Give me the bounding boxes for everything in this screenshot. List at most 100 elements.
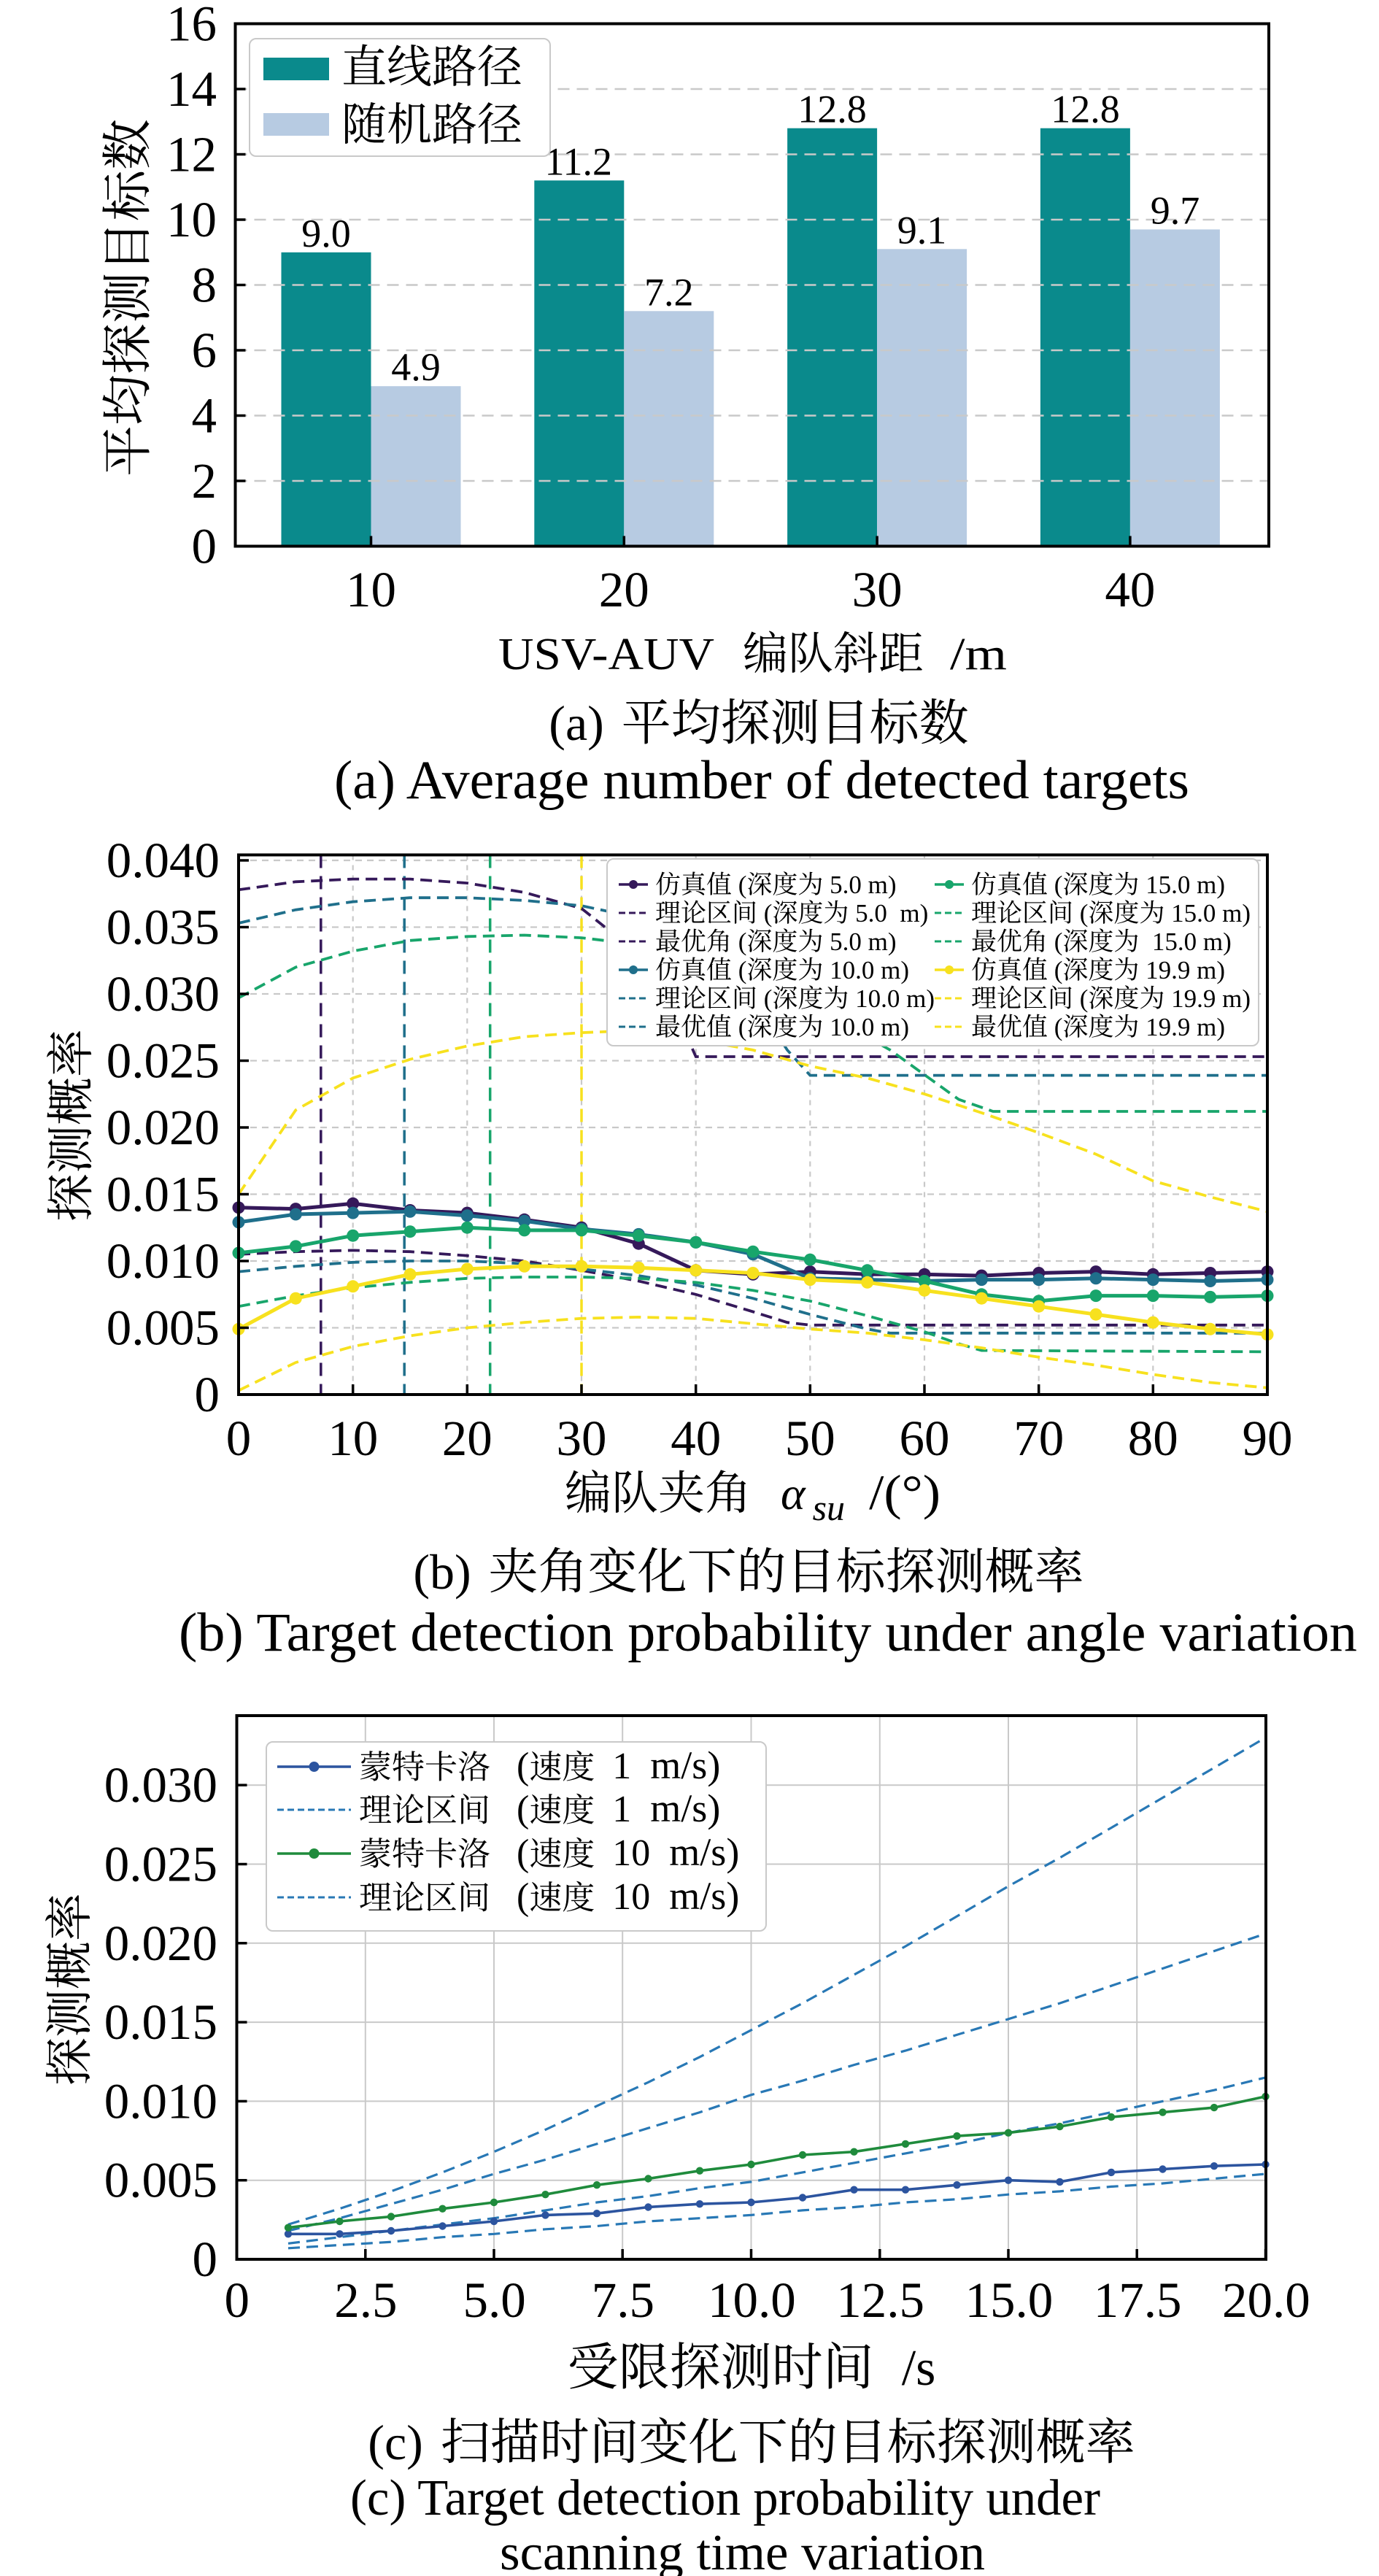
svg-text:(: ( (1048, 1013, 1062, 1041)
svg-text:(c): (c) (368, 2415, 422, 2470)
svg-text:19.9 m): 19.9 m) (1139, 956, 1225, 984)
svg-text:/(°): /(°) (869, 1465, 940, 1520)
svg-text:(a) Average number of detected: (a) Average number of detected targets (334, 750, 1189, 811)
svg-text:10.0 m): 10.0 m) (823, 1013, 909, 1041)
svg-text:5.0 m): 5.0 m) (849, 899, 928, 928)
svg-text:4.9: 4.9 (391, 345, 441, 389)
svg-text:0.020: 0.020 (107, 1100, 220, 1155)
svg-text:(: ( (1048, 871, 1062, 899)
svg-text:60: 60 (900, 1411, 950, 1466)
svg-text:10.0 m): 10.0 m) (823, 956, 909, 984)
svg-text:9.1: 9.1 (897, 208, 947, 252)
svg-text:2.5: 2.5 (334, 2272, 397, 2328)
svg-text:15.0 m): 15.0 m) (1139, 871, 1225, 899)
svg-text:m/s): m/s) (669, 1830, 739, 1874)
svg-text:0: 0 (195, 1367, 220, 1422)
svg-text:14: 14 (166, 61, 217, 117)
svg-text:m/s): m/s) (669, 1874, 739, 1918)
svg-text:40: 40 (1105, 562, 1155, 617)
svg-text:(: ( (732, 871, 746, 899)
svg-text:(a): (a) (549, 695, 603, 751)
svg-text:0.030: 0.030 (107, 966, 220, 1022)
svg-text:/m: /m (950, 630, 1007, 679)
svg-text:7.5: 7.5 (592, 2272, 654, 2328)
svg-text:10: 10 (612, 1876, 650, 1918)
svg-text:15.0: 15.0 (965, 2272, 1054, 2328)
svg-text:17.5: 17.5 (1094, 2272, 1182, 2328)
svg-text:30: 30 (557, 1411, 607, 1466)
svg-text:20: 20 (442, 1411, 492, 1466)
svg-text:0.020: 0.020 (104, 1916, 217, 1971)
svg-text:12.8: 12.8 (797, 88, 867, 131)
svg-text:12.5: 12.5 (836, 2272, 924, 2328)
svg-text:10: 10 (346, 562, 396, 617)
svg-text:7.2: 7.2 (644, 270, 694, 314)
svg-text:(: ( (517, 1832, 529, 1874)
svg-text:1: 1 (612, 1746, 631, 1787)
svg-text:m/s): m/s) (650, 1743, 720, 1787)
svg-text:0: 0 (192, 519, 217, 574)
svg-text:(: ( (1073, 984, 1088, 1013)
svg-text:5.0: 5.0 (463, 2272, 526, 2328)
svg-text:10.0 m): 10.0 m) (849, 984, 935, 1013)
svg-text:(b): (b) (413, 1544, 471, 1600)
svg-text:0.030: 0.030 (104, 1757, 217, 1813)
svg-text:12.8: 12.8 (1051, 88, 1120, 131)
svg-text:0.015: 0.015 (104, 1994, 217, 2050)
svg-text:8: 8 (192, 258, 217, 313)
svg-text:(: ( (1073, 899, 1088, 928)
svg-text:90: 90 (1243, 1411, 1293, 1466)
svg-text:10: 10 (612, 1832, 650, 1874)
svg-text:(: ( (1048, 956, 1062, 984)
svg-text:m/s): m/s) (650, 1786, 720, 1830)
svg-text:(c) Target detection probabili: (c) Target detection probability under (350, 2470, 1100, 2526)
svg-text:0.010: 0.010 (104, 2073, 217, 2129)
svg-text:0.005: 0.005 (107, 1300, 220, 1356)
svg-text:0: 0 (225, 2272, 250, 2328)
svg-text:9.0: 9.0 (301, 212, 351, 255)
svg-text:0.005: 0.005 (104, 2153, 217, 2208)
svg-text:scanning time variation: scanning time variation (500, 2525, 985, 2576)
svg-text:USV-AUV: USV-AUV (498, 630, 714, 679)
svg-text:0: 0 (193, 2232, 218, 2287)
svg-text:0.025: 0.025 (107, 1033, 220, 1089)
svg-text:α: α (781, 1468, 806, 1519)
svg-text:0: 0 (226, 1411, 252, 1466)
svg-text:5.0 m): 5.0 m) (823, 871, 896, 899)
svg-text:20: 20 (599, 562, 649, 617)
svg-text:su: su (813, 1487, 845, 1528)
svg-text:(: ( (517, 1746, 529, 1787)
svg-text:19.9 m): 19.9 m) (1139, 1013, 1225, 1041)
svg-text:2: 2 (192, 453, 217, 509)
svg-text:0.010: 0.010 (107, 1233, 220, 1289)
svg-text:4: 4 (192, 388, 217, 444)
svg-text:50: 50 (785, 1411, 835, 1466)
svg-text:(: ( (517, 1789, 529, 1830)
svg-text:12: 12 (166, 127, 217, 182)
svg-text:1: 1 (612, 1789, 631, 1830)
svg-text:(: ( (757, 984, 772, 1013)
svg-text:0.035: 0.035 (107, 900, 220, 955)
svg-text:(: ( (732, 928, 746, 956)
svg-text:(: ( (732, 1013, 746, 1041)
svg-text:15.0 m): 15.0 m) (1164, 899, 1251, 928)
svg-text:6: 6 (192, 323, 217, 378)
svg-text:15.0 m): 15.0 m) (1139, 928, 1231, 956)
svg-text:70: 70 (1013, 1411, 1064, 1466)
svg-text:19.9 m): 19.9 m) (1164, 984, 1251, 1013)
svg-text:/s: /s (902, 2340, 936, 2396)
svg-text:10: 10 (166, 192, 217, 247)
svg-text:(: ( (757, 899, 772, 928)
svg-text:11.2: 11.2 (545, 139, 613, 183)
svg-text:40: 40 (671, 1411, 721, 1466)
svg-text:0.015: 0.015 (107, 1167, 220, 1222)
svg-text:20.0: 20.0 (1222, 2272, 1310, 2328)
svg-text:10.0: 10.0 (708, 2272, 796, 2328)
svg-text:(: ( (517, 1876, 529, 1918)
svg-text:16: 16 (166, 0, 217, 52)
svg-text:0.040: 0.040 (107, 833, 220, 888)
svg-text:80: 80 (1128, 1411, 1178, 1466)
svg-text:30: 30 (852, 562, 903, 617)
svg-text:0.025: 0.025 (104, 1837, 217, 1892)
svg-text:10: 10 (328, 1411, 378, 1466)
